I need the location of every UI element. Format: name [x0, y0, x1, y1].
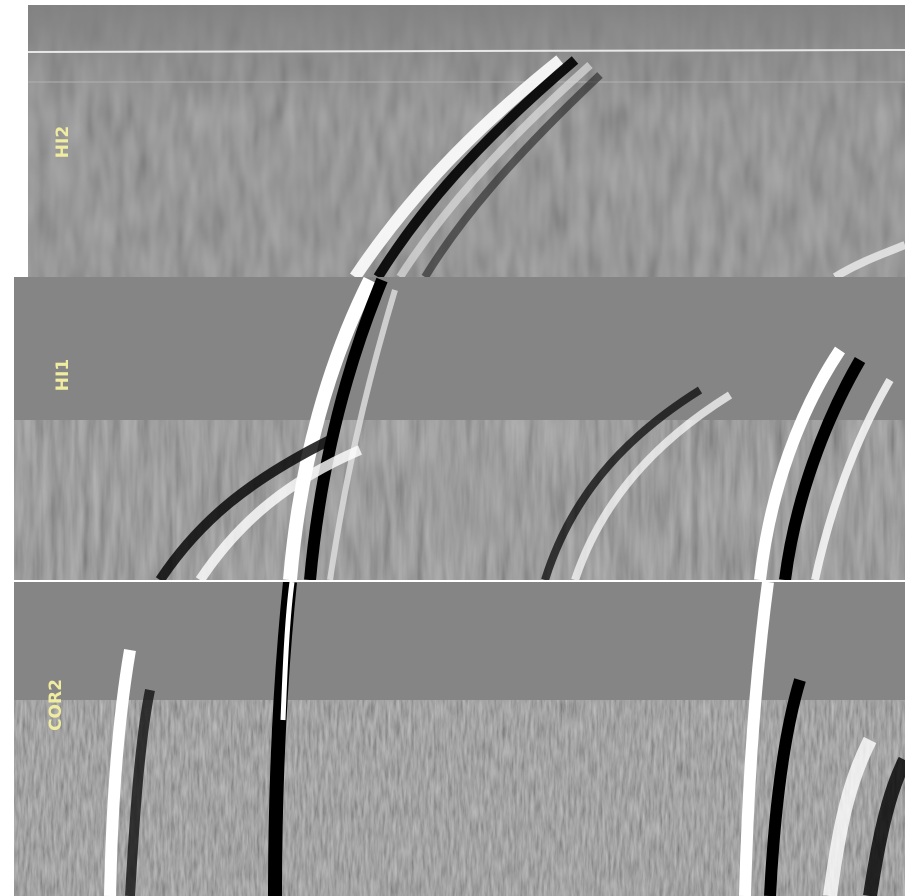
hi2-panel — [28, 5, 905, 277]
cor2-panel — [14, 582, 905, 896]
panel-label: HI2 — [53, 126, 73, 158]
panel-label: HI1 — [53, 359, 73, 391]
panel-label: COR2 — [46, 679, 66, 731]
hi1-panel — [14, 277, 905, 580]
